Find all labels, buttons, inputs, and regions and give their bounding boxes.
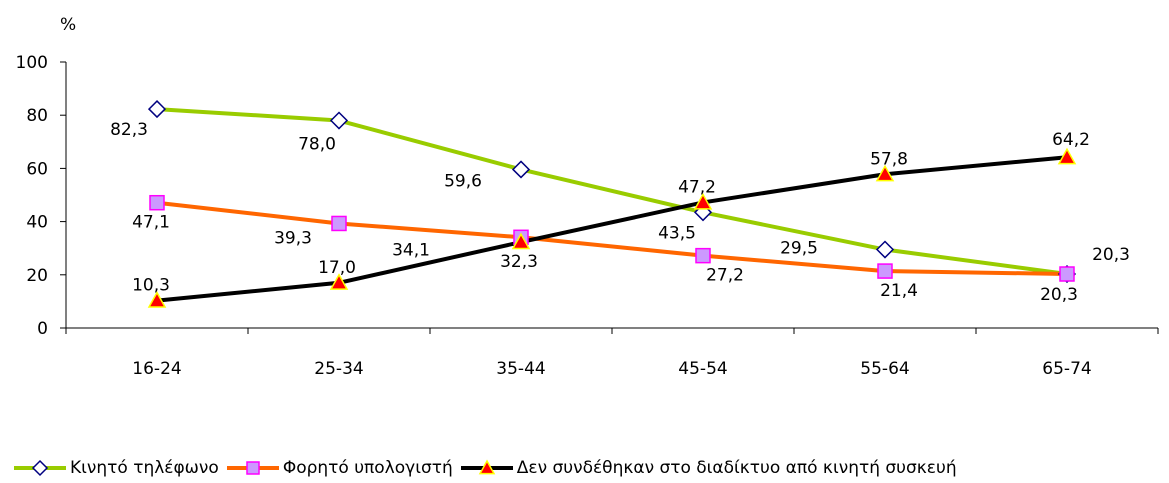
series-3-point: [511, 232, 531, 250]
series-2-data-label: 27,2: [706, 266, 744, 286]
series-3-point: [147, 291, 167, 308]
series-2-point: [695, 247, 711, 264]
series-1-data-label: 82,3: [110, 120, 148, 140]
series-2-data-label: 47,1: [132, 213, 170, 233]
legend-swatch-1: [14, 459, 66, 477]
y-axis-label: %: [60, 15, 76, 35]
series-3-point: [875, 164, 895, 182]
legend-item-2: Φορητό υπολογιστή: [225, 457, 453, 479]
legend: Κινητό τηλέφωνο Φορητό υπολογιστή Δεν συνδ…: [12, 456, 963, 480]
series-1-point: [511, 160, 531, 179]
y-tick-label: 80: [26, 106, 48, 126]
series-3-data-label: 57,8: [870, 149, 908, 169]
x-tick-label: 55-64: [860, 359, 909, 379]
series-line-1: [156, 107, 1068, 276]
series-3-point: [329, 273, 349, 290]
legend-item-3: Δεν συνδέθηκαν στο διαδίκτυο από κινητή …: [459, 457, 957, 479]
legend-swatch-3: [460, 459, 513, 475]
y-tick-label: 100: [16, 53, 48, 73]
legend-item-1: Κινητό τηλέφωνο: [12, 457, 219, 479]
series-1-data-label: 78,0: [298, 135, 336, 155]
x-tick-label: 25-34: [314, 359, 363, 379]
series-3-point: [693, 192, 713, 210]
legend-swatch-marker: [246, 461, 260, 475]
series-1-point: [147, 100, 167, 119]
series-1-point: [329, 111, 349, 130]
legend-swatch-2: [226, 461, 279, 475]
legend-swatch-marker: [31, 459, 49, 477]
y-tick-label: 40: [26, 213, 48, 233]
legend-label: Κινητό τηλέφωνο: [70, 458, 219, 478]
x-tick-label: 16-24: [132, 359, 181, 379]
series-2-data-label: 34,1: [392, 240, 430, 260]
series-3-data-label: 10,3: [132, 276, 170, 296]
legend-swatch-marker: [478, 459, 496, 475]
legend-label: Φορητό υπολογιστή: [282, 458, 453, 478]
series-1-data-label: 20,3: [1092, 245, 1130, 265]
series-2-point: [877, 263, 893, 279]
y-tick-label: 60: [26, 159, 48, 179]
series-2-point: [331, 215, 347, 232]
line-chart: % 0 20 40 60 80 100 16-24 25-34 35-44 45-54 55-64 6…: [16, 15, 1159, 379]
x-tick-label: 35-44: [496, 359, 545, 379]
series-1-data-label: 59,6: [444, 171, 482, 191]
series-3-data-label: 32,3: [500, 252, 538, 272]
x-tick-label: 65-74: [1042, 359, 1091, 379]
series-2-data-label: 39,3: [274, 228, 312, 248]
series-1-data-label: 29,5: [780, 239, 818, 259]
series-1-data-label: 43,5: [658, 223, 696, 243]
series-line-2: [156, 200, 1068, 277]
y-tick-label: 0: [37, 319, 48, 339]
series-3-point: [1057, 147, 1077, 165]
x-tick-label: 45-54: [678, 359, 727, 379]
series-2-data-label: 21,4: [880, 281, 918, 301]
series-2-point: [149, 194, 165, 211]
legend-label: Δεν συνδέθηκαν στο διαδίκτυο από κινητή …: [516, 458, 957, 478]
series-1-point: [875, 240, 895, 259]
series-line-3: [156, 155, 1068, 303]
series-3-data-label: 64,2: [1052, 130, 1090, 150]
series-2-point: [1059, 266, 1075, 282]
series-2-data-label: 20,3: [1040, 285, 1078, 305]
y-tick-label: 20: [26, 266, 48, 286]
series-3-data-label: 17,0: [318, 258, 356, 278]
series-3-data-label: 47,2: [678, 177, 716, 197]
